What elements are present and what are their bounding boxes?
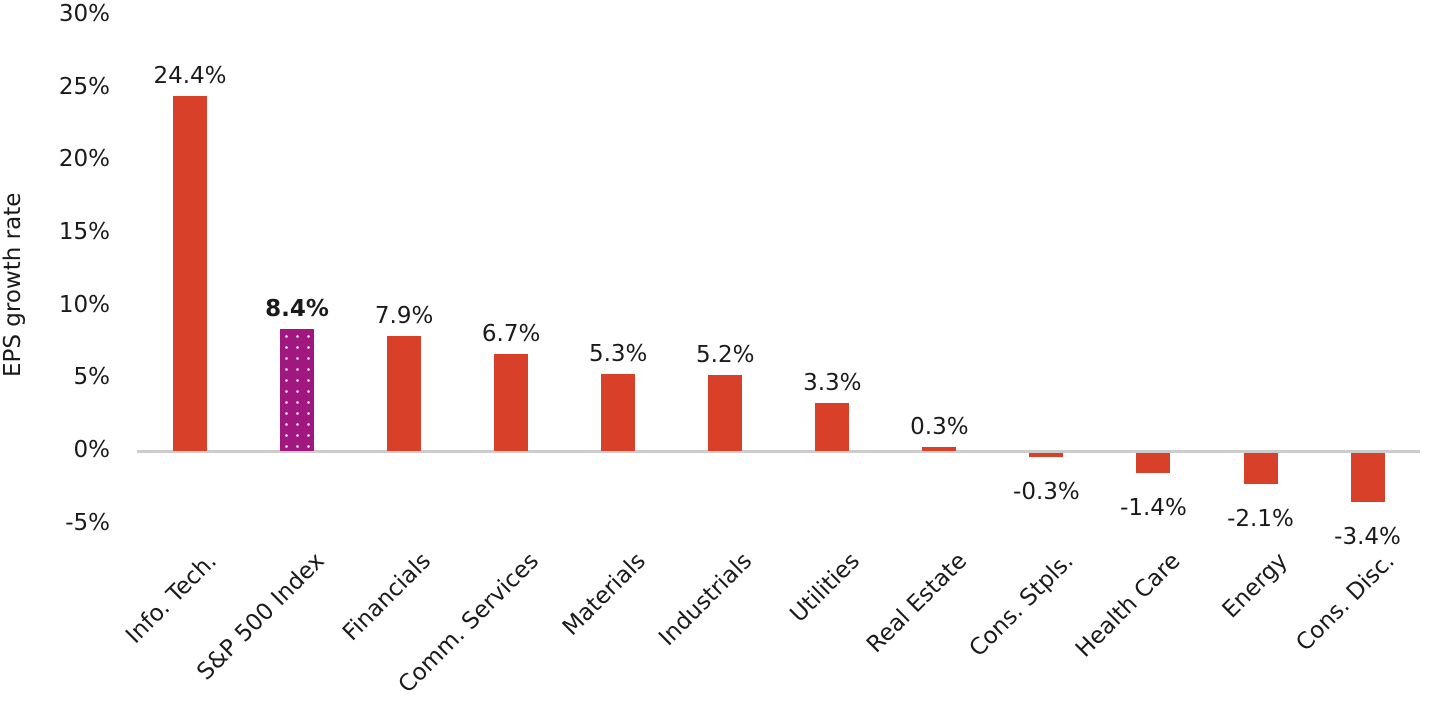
bar-value-label: -1.4% (1120, 495, 1187, 522)
bar-value-label: 0.3% (910, 413, 969, 440)
x-category-label: Industrials (654, 548, 758, 652)
bar-value-label: 7.9% (374, 303, 434, 330)
y-tick-label: -5% (65, 509, 110, 536)
bar-sector (1029, 453, 1064, 458)
y-tick-label: 5% (73, 364, 111, 391)
bar-value-label: -0.3% (1013, 479, 1080, 506)
bar-sector (708, 375, 743, 451)
y-tick-label: 10% (58, 291, 110, 318)
x-category-label: Utilities (785, 548, 865, 628)
bar-sector (1243, 453, 1278, 484)
x-category-label: Financials (338, 548, 437, 647)
zero-baseline (137, 450, 1420, 453)
bar-value-label: 5.2% (696, 342, 755, 369)
bar-value-label: -2.1% (1227, 505, 1294, 532)
x-category-label: Info. Tech. (121, 548, 223, 649)
x-category-label: Health Care (1071, 548, 1186, 663)
y-tick-label: 0% (73, 437, 111, 463)
x-category-label: Real Estate (861, 548, 972, 659)
bar-index (280, 328, 315, 451)
bar-sector (173, 96, 207, 451)
x-category-label: Materials (557, 548, 651, 641)
y-tick-label: 20% (58, 146, 110, 173)
bar-value-label: 6.7% (481, 320, 541, 347)
bar-sector (387, 336, 422, 451)
bar-value-label: 24.4% (153, 63, 227, 90)
y-tick-label: 15% (58, 219, 110, 246)
bar-sector (601, 373, 636, 451)
x-category-label: Cons. Stpls. (964, 548, 1079, 662)
bar-sector (1350, 453, 1385, 503)
x-category-label: Cons. Disc. (1291, 548, 1400, 657)
bar-value-label: 5.3% (588, 340, 648, 367)
bar-value-label: -3.4% (1334, 524, 1401, 551)
bar-sector (922, 446, 957, 451)
bar-value-label: 8.4% (265, 295, 329, 322)
bar-sector (1136, 453, 1171, 474)
y-tick-label: 30% (58, 1, 110, 28)
x-category-label: Energy (1217, 548, 1293, 624)
y-tick-label: 25% (58, 73, 110, 100)
bar-sector (815, 403, 850, 451)
bar-sector (494, 353, 529, 451)
bar-value-label: 3.3% (803, 370, 862, 397)
